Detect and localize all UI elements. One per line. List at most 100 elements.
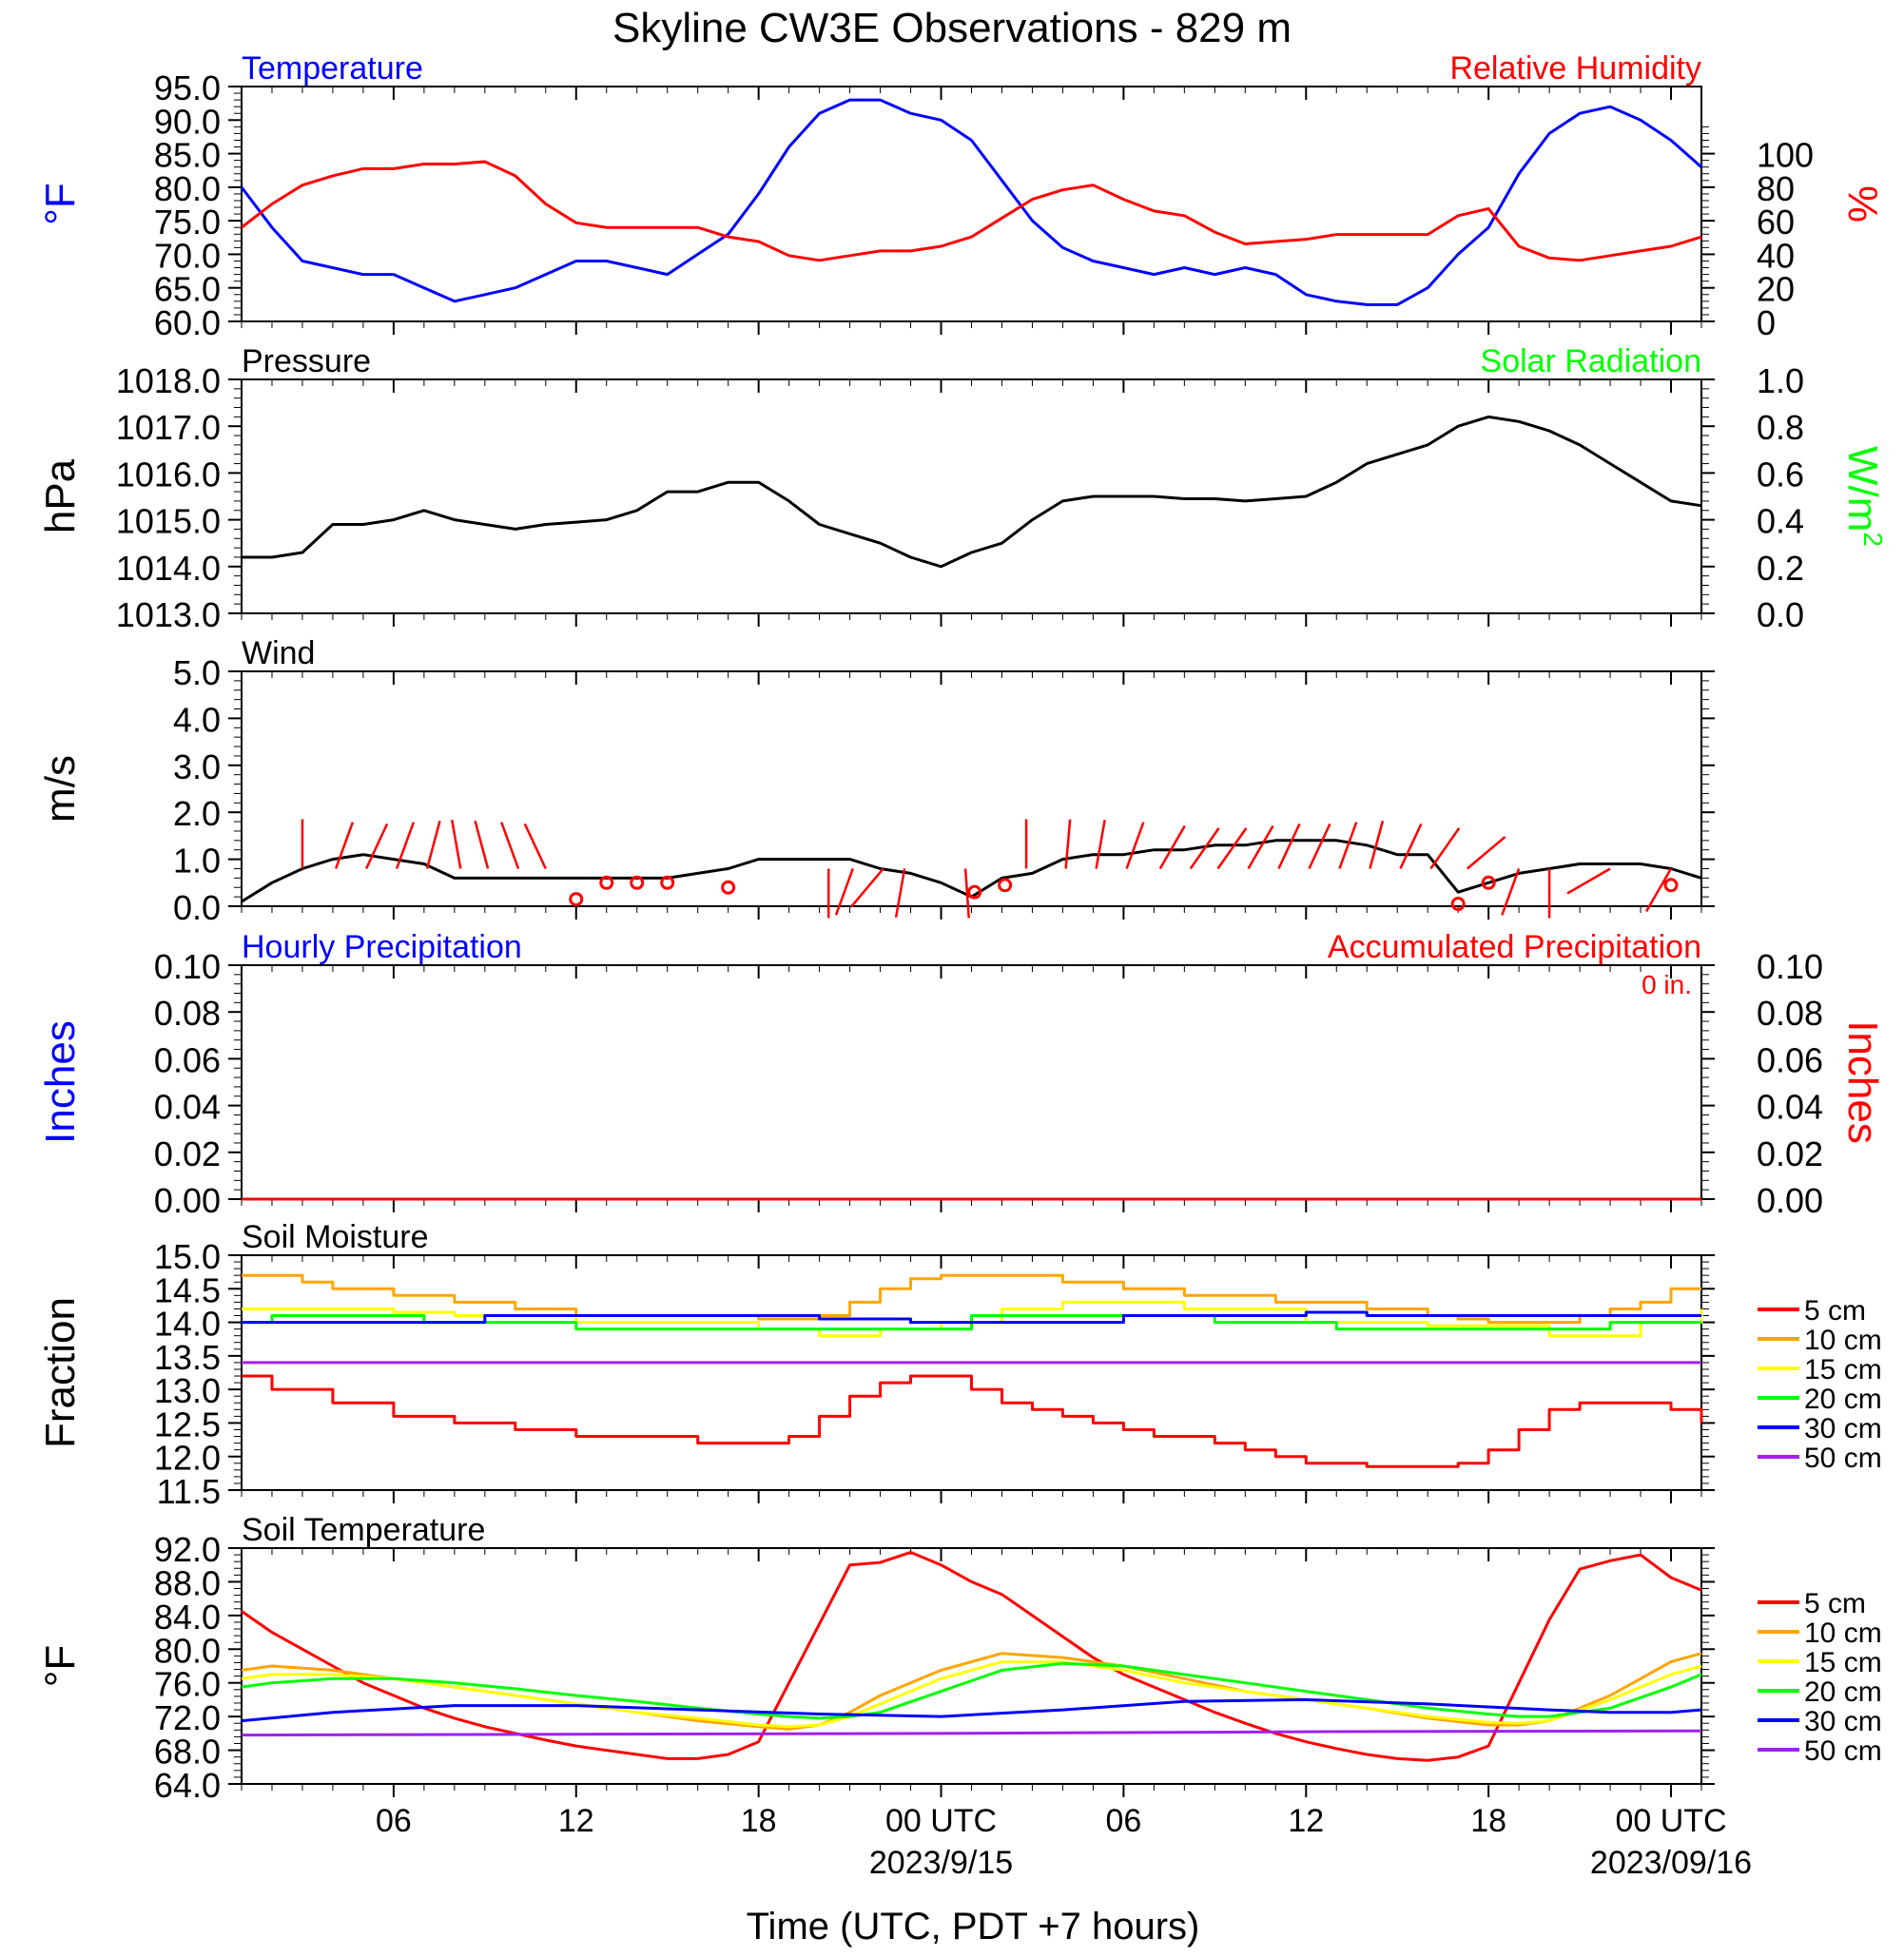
panel-title-left: Soil Temperature — [242, 1512, 485, 1548]
y-tick-label: 3.0 — [173, 747, 221, 786]
series-line-20-cm — [242, 1314, 1701, 1331]
y2-tick-label: 1.0 — [1757, 361, 1804, 400]
y-axis-label: °F — [37, 183, 84, 224]
chart-title: Skyline CW3E Observations - 829 m — [612, 5, 1292, 51]
panel-title-right: Accumulated Precipitation — [1328, 929, 1701, 965]
wind-barb — [1247, 824, 1274, 870]
wind-barb — [395, 822, 416, 869]
panel-pressure: 1013.0 1014.0 1015.0 1016.0 1017.0 1018.0 0.0 0… — [37, 343, 1888, 634]
series-line-5-cm — [241, 1550, 1702, 1762]
wind-barb — [1338, 822, 1358, 869]
y2-tick-label: 40 — [1757, 236, 1795, 275]
wind-barb — [963, 868, 970, 919]
calm-wind-marker — [630, 875, 645, 890]
wind-barb — [474, 820, 490, 869]
series-line-20-cm — [241, 1661, 1702, 1720]
wind-barb — [425, 820, 441, 869]
y-tick-label: 0.06 — [154, 1040, 221, 1079]
y-tick-label: 0.00 — [154, 1181, 221, 1220]
y-tick-label: 64.0 — [154, 1766, 221, 1805]
y-tick-label: 80.0 — [154, 169, 221, 208]
y-tick-label: 12.5 — [154, 1405, 221, 1444]
wind-barb — [1189, 827, 1220, 870]
y-tick-label: 1014.0 — [116, 549, 221, 588]
series-line-series-0 — [240, 98, 1702, 306]
calm-wind-marker — [599, 875, 614, 890]
panel-title-left: Soil Moisture — [242, 1219, 429, 1255]
y2-tick-label: 0.10 — [1757, 947, 1823, 986]
y-tick-label: 1018.0 — [116, 361, 221, 400]
wind-barb — [1125, 822, 1145, 869]
legend-label: 20 cm — [1804, 1384, 1882, 1415]
series-line-series-0 — [241, 839, 1702, 903]
legend-label: 10 cm — [1804, 1325, 1882, 1356]
series-line-15-cm — [241, 1660, 1702, 1729]
wind-barb — [1566, 867, 1611, 895]
y-tick-label: 11.5 — [157, 1472, 221, 1511]
wind-barb — [450, 820, 462, 869]
wind-barb — [1158, 824, 1186, 870]
calm-wind-marker — [1663, 878, 1679, 893]
wind-barb — [850, 867, 884, 908]
y-tick-label: 70.0 — [154, 236, 221, 275]
panel-wind: 0.0 1.0 2.0 3.0 4.0 5.0 Wind m/s — [37, 635, 1715, 927]
y2-tick-label: 0.2 — [1757, 549, 1804, 588]
plot-frame — [241, 1254, 1702, 1491]
wind-barb — [1466, 836, 1506, 870]
plot-frame — [241, 964, 1702, 1200]
y-tick-label: 68.0 — [154, 1733, 221, 1772]
y2-tick-label: 0 — [1757, 303, 1776, 342]
plot-frame — [241, 378, 1702, 614]
legend-label: 15 cm — [1804, 1647, 1882, 1678]
y2-tick-label: 0.02 — [1757, 1134, 1823, 1173]
wind-barb — [1644, 867, 1673, 913]
y-tick-label: 80.0 — [154, 1631, 221, 1670]
y-tick-label: 95.0 — [154, 68, 221, 107]
y-tick-label: 1016.0 — [116, 455, 221, 494]
legend-label: 50 cm — [1804, 1443, 1882, 1474]
series-line-series-0 — [242, 415, 1702, 569]
y-tick-label: 0.10 — [154, 947, 221, 986]
x-tick-label: 18 — [741, 1803, 777, 1839]
panel-title-left: Pressure — [242, 343, 371, 379]
panel-temp-rh: 60.065.070.075.080.085.090.095.0 02040608… — [37, 50, 1886, 342]
calm-wind-marker — [1450, 897, 1466, 912]
wind-barb — [1501, 868, 1521, 916]
y-axis-label: m/s — [37, 755, 84, 823]
x-tick-label: 00 UTC — [1615, 1803, 1726, 1839]
y-tick-label: 60.0 — [154, 303, 221, 342]
legend-label: 50 cm — [1804, 1735, 1882, 1767]
wind-barb — [894, 868, 906, 918]
y-tick-label: 14.5 — [154, 1270, 221, 1309]
x-tick-label: 06 — [376, 1803, 412, 1839]
y-tick-label: 88.0 — [154, 1563, 221, 1602]
panel-title-left: Wind — [242, 635, 315, 671]
panels: 60.065.070.075.080.085.090.095.002040608… — [37, 50, 1888, 1881]
panel-soil-temp: 64.068.072.076.080.084.088.092.0 Soil Tem… — [37, 1512, 1882, 1881]
y-axis-label: Fraction — [37, 1297, 84, 1448]
legend-label: 15 cm — [1804, 1354, 1882, 1385]
wind-barb — [1429, 827, 1461, 870]
y-axis-label: hPa — [37, 458, 84, 533]
y-tick-label: 65.0 — [154, 270, 221, 309]
wind-barb — [1308, 823, 1331, 870]
calm-wind-marker — [721, 880, 736, 895]
y2-tick-label: 60 — [1757, 203, 1795, 242]
x-tick-label: 18 — [1470, 1803, 1506, 1839]
y2-axis-label: W/m2 — [1839, 446, 1888, 547]
calm-wind-marker — [660, 875, 675, 890]
x-axis-label: Time (UTC, PDT +7 hours) — [747, 1906, 1200, 1947]
y2-tick-label: 0.4 — [1757, 502, 1804, 541]
series-line-50-cm — [241, 1729, 1702, 1737]
y-tick-label: 15.0 — [154, 1237, 221, 1276]
x-tick-label: 12 — [1288, 1803, 1324, 1839]
y2-axis-label: Inches — [1839, 1020, 1886, 1144]
legend-label: 5 cm — [1804, 1295, 1866, 1327]
y-tick-label: 13.0 — [154, 1371, 221, 1410]
y-axis-label: Inches — [37, 1020, 84, 1144]
y2-tick-label: 0.00 — [1757, 1181, 1823, 1220]
y-tick-label: 4.0 — [173, 700, 221, 739]
calm-wind-marker — [967, 884, 982, 900]
legend-label: 30 cm — [1804, 1706, 1882, 1737]
